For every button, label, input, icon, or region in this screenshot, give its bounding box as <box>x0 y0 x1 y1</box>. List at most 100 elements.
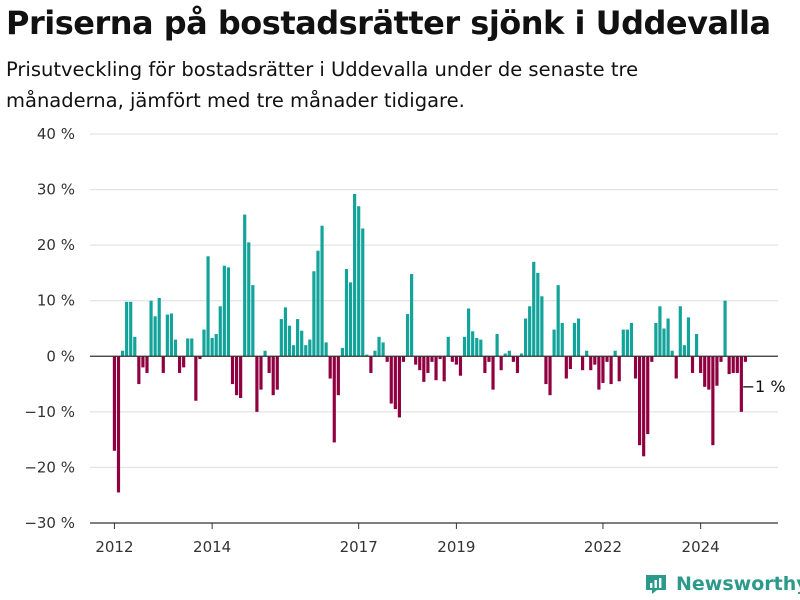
bar <box>450 356 454 362</box>
y-tick-label: 40 % <box>37 125 75 143</box>
bar <box>133 336 137 357</box>
bar <box>312 271 316 357</box>
bar <box>528 306 532 357</box>
bar <box>125 301 129 357</box>
bar <box>348 282 353 357</box>
bar <box>401 356 406 362</box>
bar <box>560 322 564 357</box>
bar <box>638 356 642 446</box>
bar <box>397 356 401 418</box>
bar <box>157 297 161 357</box>
bar <box>320 225 324 357</box>
bar <box>707 356 711 390</box>
bar <box>385 356 389 362</box>
bar <box>300 330 304 357</box>
bar <box>462 336 467 357</box>
y-axis-ticks: 40 % 30 % 20 % 10 % 0 % −10 % −20 % −30 % <box>24 125 75 532</box>
bar <box>479 339 483 357</box>
x-tick-label: 2024 <box>682 538 720 556</box>
bar <box>544 356 548 385</box>
bar <box>572 322 577 357</box>
bar <box>532 261 536 357</box>
bar <box>633 356 638 379</box>
bar <box>198 356 202 360</box>
bar <box>727 356 731 375</box>
bar <box>279 319 283 357</box>
bar <box>585 350 589 357</box>
bar <box>613 350 617 357</box>
bar <box>621 329 625 357</box>
bar <box>340 347 344 357</box>
bar <box>251 285 255 357</box>
bar <box>597 356 601 390</box>
bar <box>442 356 446 382</box>
bar <box>552 329 556 357</box>
bar <box>230 356 235 385</box>
bar <box>491 356 495 390</box>
bar <box>267 356 271 373</box>
bar <box>389 356 393 404</box>
bar <box>410 274 414 357</box>
bar <box>414 356 418 365</box>
bar <box>271 356 275 396</box>
bar <box>703 356 707 387</box>
bar <box>495 334 499 357</box>
bar <box>422 356 426 382</box>
newsworthy-logo[interactable]: Newsworthy <box>644 569 800 599</box>
bar <box>711 356 715 446</box>
bar <box>116 356 121 493</box>
bar <box>381 342 385 357</box>
bar <box>686 317 691 357</box>
bar <box>161 356 165 373</box>
bar <box>507 350 511 357</box>
bar <box>576 318 581 357</box>
bar <box>731 356 735 373</box>
bar <box>247 242 251 357</box>
bar <box>503 353 507 357</box>
bar <box>446 336 450 357</box>
bar <box>694 334 699 357</box>
bar <box>739 356 743 412</box>
bar <box>361 228 365 357</box>
bar <box>605 356 609 362</box>
bar <box>332 356 336 443</box>
bar <box>194 356 198 401</box>
bar <box>255 356 259 412</box>
bar <box>153 316 157 357</box>
bar <box>405 314 410 357</box>
bar <box>177 356 182 373</box>
bar <box>234 356 239 396</box>
bar <box>226 267 231 357</box>
bar <box>662 328 666 357</box>
bar <box>719 356 723 362</box>
bar <box>487 356 491 362</box>
x-tick-label: 2017 <box>340 538 378 556</box>
bar <box>426 356 430 373</box>
bar <box>344 269 349 357</box>
bar <box>723 300 727 357</box>
bar <box>393 356 397 410</box>
bar <box>625 329 629 357</box>
bar <box>674 356 678 379</box>
bar <box>137 356 141 385</box>
gridlines <box>90 133 778 524</box>
bar <box>499 356 503 371</box>
bar <box>275 356 279 390</box>
newsworthy-logo-icon <box>646 575 666 594</box>
bar <box>540 296 544 357</box>
y-tick-label: 20 % <box>37 236 75 254</box>
bar <box>735 356 739 373</box>
bar <box>182 356 186 368</box>
bar <box>369 356 373 373</box>
bar <box>316 250 320 357</box>
bar <box>210 337 214 357</box>
bar <box>690 356 695 373</box>
y-tick-label: −30 % <box>24 514 75 532</box>
bars <box>112 194 748 493</box>
bar <box>287 325 292 357</box>
bar <box>642 356 646 457</box>
bar <box>169 313 174 357</box>
bar <box>129 301 133 357</box>
x-tick-label: 2019 <box>437 538 475 556</box>
